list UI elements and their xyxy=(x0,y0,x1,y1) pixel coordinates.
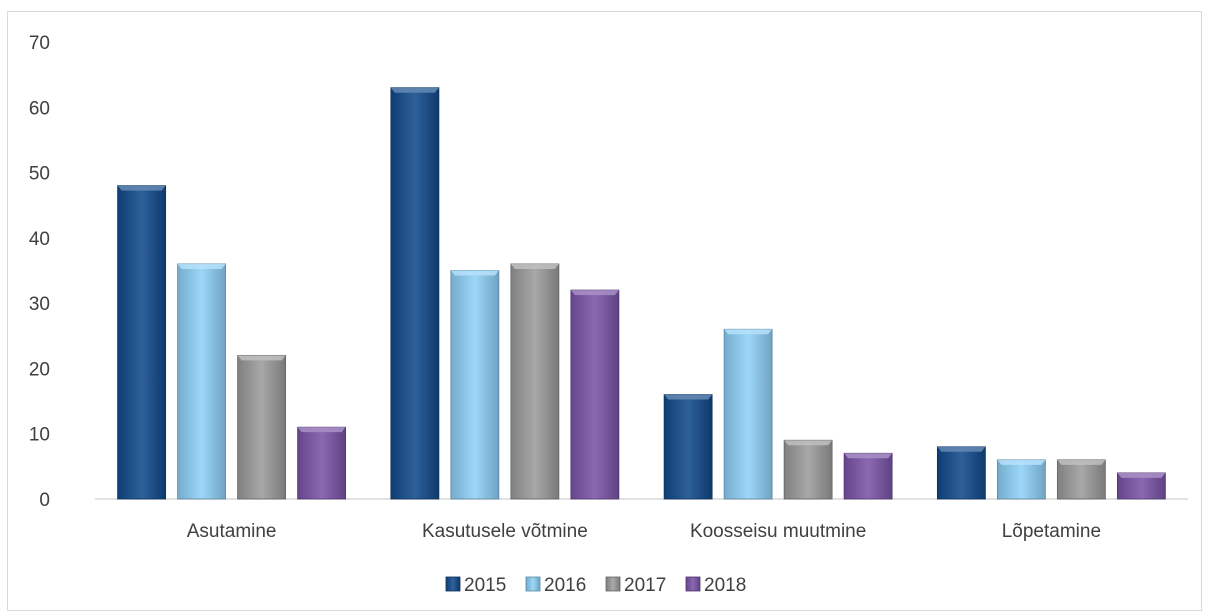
bar-2015-1 xyxy=(390,87,440,500)
bar-2017-3 xyxy=(1056,459,1106,500)
bar xyxy=(663,394,713,500)
bar-bevel xyxy=(117,185,166,191)
category-label: Asutamine xyxy=(187,521,277,542)
bar-bevel xyxy=(664,394,713,400)
bar-bevel xyxy=(390,87,439,93)
bar-bevel xyxy=(1117,472,1166,478)
bar-bevel xyxy=(450,270,499,276)
bar-bevel xyxy=(297,427,346,433)
legend-swatch xyxy=(605,576,621,592)
legend-item-2015: 2015 xyxy=(445,575,506,596)
bar-2015-2 xyxy=(663,394,713,500)
bar-bevel xyxy=(937,446,986,452)
bar xyxy=(936,446,986,500)
bar xyxy=(723,328,773,500)
legend-label: 2017 xyxy=(624,575,666,596)
legend-item-2018: 2018 xyxy=(685,575,746,596)
bar-2018-3 xyxy=(1116,472,1166,500)
bar-bevel xyxy=(510,263,559,269)
y-tick-label: 70 xyxy=(29,33,50,54)
category-label: Kasutusele võtmine xyxy=(422,521,588,542)
bar-bevel xyxy=(844,453,893,459)
bar-2018-1 xyxy=(570,289,620,500)
y-tick-label: 30 xyxy=(29,294,50,315)
y-axis-ticks: 0 10 20 30 40 50 60 70 xyxy=(29,33,50,511)
bar xyxy=(1056,459,1106,500)
bar xyxy=(117,185,167,500)
bar xyxy=(237,354,287,500)
bar-bevel xyxy=(784,440,833,446)
legend: 2015 2016 2017 2018 xyxy=(445,575,746,596)
bars xyxy=(117,87,1166,500)
bar-bevel xyxy=(237,355,286,361)
bar-2017-0 xyxy=(237,354,287,500)
bar xyxy=(783,439,833,500)
legend-swatch xyxy=(525,576,541,592)
bar-2018-0 xyxy=(297,426,347,500)
bar xyxy=(843,452,893,500)
legend-item-2016: 2016 xyxy=(525,575,586,596)
bar-2016-0 xyxy=(177,263,227,500)
legend-label: 2016 xyxy=(544,575,586,596)
bar-2016-1 xyxy=(450,270,500,500)
y-tick-label: 0 xyxy=(39,490,50,511)
y-tick-label: 10 xyxy=(29,425,50,446)
bar-bevel xyxy=(1057,459,1106,465)
bar xyxy=(297,426,347,500)
bar xyxy=(510,263,560,500)
bar-bevel xyxy=(177,263,226,269)
y-tick-label: 50 xyxy=(29,164,50,185)
legend-label: 2015 xyxy=(464,575,506,596)
category-label: Koosseisu muutmine xyxy=(690,521,866,542)
bar xyxy=(996,459,1046,500)
bar xyxy=(390,87,440,500)
bar-2017-1 xyxy=(510,263,560,500)
legend-item-2017: 2017 xyxy=(605,575,666,596)
bar xyxy=(570,289,620,500)
y-tick-label: 60 xyxy=(29,98,50,119)
bar xyxy=(177,263,227,500)
category-label: Lõpetamine xyxy=(1002,521,1101,542)
bar-2017-2 xyxy=(783,439,833,500)
bar-2015-0 xyxy=(117,185,167,500)
legend-label: 2018 xyxy=(704,575,746,596)
bar-bevel xyxy=(997,459,1046,465)
category-labels: Asutamine Kasutusele võtmine Koosseisu muu… xyxy=(187,521,1101,542)
legend-swatch xyxy=(685,576,701,592)
bar-2016-3 xyxy=(996,459,1046,500)
bar-2018-2 xyxy=(843,452,893,500)
bar-bevel xyxy=(570,290,619,296)
bar-2016-2 xyxy=(723,328,773,500)
bar xyxy=(450,270,500,500)
bar-bevel xyxy=(724,329,773,335)
y-tick-label: 40 xyxy=(29,229,50,250)
y-tick-label: 20 xyxy=(29,359,50,380)
bar-2015-3 xyxy=(936,446,986,500)
legend-swatch xyxy=(445,576,461,592)
